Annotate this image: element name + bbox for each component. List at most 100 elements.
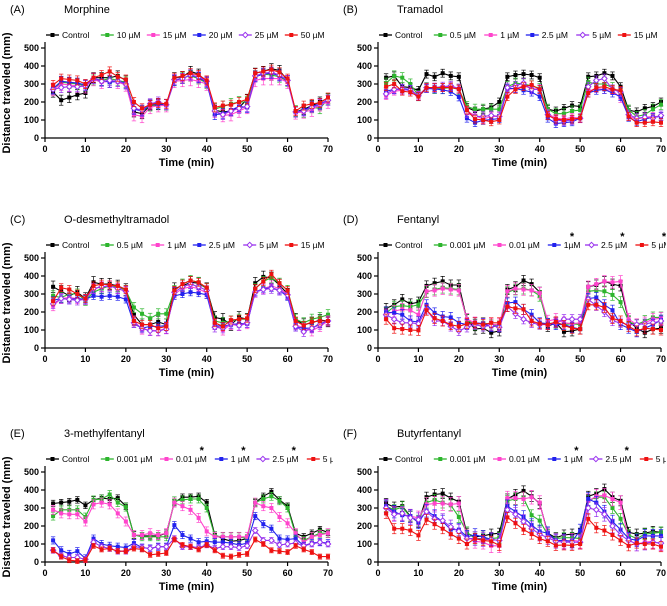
data-point [261, 542, 266, 546]
legend-item: 15 µM [146, 30, 187, 40]
data-point [634, 328, 639, 333]
data-point [123, 297, 128, 302]
svg-text:5 µM: 5 µM [651, 240, 666, 250]
data-point [277, 515, 282, 519]
data-point [586, 302, 591, 307]
data-point [326, 531, 330, 536]
svg-text:100: 100 [24, 539, 39, 549]
data-point [545, 107, 550, 112]
legend-item: Control [46, 454, 90, 464]
data-point [131, 100, 136, 104]
legend-item: 0.001 µM [433, 454, 485, 464]
data-point [432, 310, 437, 315]
data-point [293, 536, 298, 541]
data-point [188, 278, 193, 283]
data-point [180, 533, 185, 537]
data-point [594, 288, 599, 293]
data-point [584, 296, 592, 303]
data-point [659, 328, 663, 332]
svg-text:2.5 µM: 2.5 µM [542, 30, 568, 40]
data-point [406, 319, 414, 327]
data-point [384, 511, 389, 516]
data-point [131, 541, 136, 546]
data-point [594, 282, 599, 287]
chart-odesmethyltramadol: 0 100 200 300 400 500 0 10 20 30 40 50 60 70 Time (min… [1, 240, 333, 379]
data-point [51, 293, 56, 298]
data-point [180, 504, 185, 509]
legend-item: 5 µM [243, 240, 278, 250]
data-point [131, 546, 136, 551]
chart-morphine: 0 100 200 300 400 500 0 10 20 30 40 50 60 70 Time (min… [1, 30, 333, 169]
data-point [301, 323, 306, 328]
data-point [513, 286, 518, 291]
data-point [204, 542, 209, 547]
data-point [408, 90, 413, 95]
data-point [148, 531, 153, 536]
data-point [99, 73, 104, 77]
data-point [634, 120, 639, 125]
data-point [521, 488, 526, 493]
data-point [285, 537, 290, 542]
data-point [456, 87, 461, 92]
data-point [489, 107, 494, 112]
panel-letter: (C) [10, 214, 26, 226]
data-point [456, 288, 461, 293]
data-point [293, 319, 298, 323]
data-point [537, 87, 542, 92]
x-axis-label: Time (min) [159, 367, 215, 379]
data-point [324, 540, 332, 548]
data-point [316, 538, 324, 546]
data-point [408, 528, 413, 533]
data-point [107, 293, 112, 298]
data-point [83, 82, 88, 86]
significance-asterisk: * [241, 445, 246, 457]
significance-asterisk: * [292, 445, 297, 457]
data-point [212, 548, 217, 553]
data-point [67, 551, 72, 556]
data-point [513, 87, 518, 92]
data-point [308, 324, 316, 332]
legend-item: 0.001 µM [433, 240, 485, 250]
data-point [107, 69, 112, 74]
panel-header: (F) Butyrfentanyl [333, 426, 666, 442]
svg-text:5 µM: 5 µM [259, 240, 278, 250]
data-point [51, 501, 56, 506]
data-point [67, 287, 72, 292]
data-point [156, 533, 161, 537]
data-point [107, 492, 112, 497]
data-point [463, 535, 471, 542]
data-point [253, 537, 258, 542]
data-point [521, 287, 526, 292]
data-point [51, 507, 56, 512]
svg-text:50 µM: 50 µM [301, 30, 325, 40]
significance-asterisk: * [200, 445, 205, 457]
data-point [148, 322, 153, 327]
data-point [626, 543, 631, 548]
svg-text:0: 0 [34, 343, 39, 353]
data-point [196, 547, 201, 552]
data-point [570, 326, 575, 331]
data-point [578, 528, 583, 533]
panel-3methylfentanyl: (E) 3-methylfentanyl 0 100 200 300 400 500 0 10… [0, 426, 333, 594]
data-point [594, 500, 599, 505]
data-point [432, 522, 437, 527]
chart-butyrfentanyl: 0 100 200 300 400 500 0 10 20 30 40 50 60 70 Time (min… [357, 445, 666, 593]
data-point [73, 296, 81, 304]
data-point [196, 291, 201, 296]
data-point [180, 542, 185, 547]
data-point [561, 106, 566, 111]
legend-item: 25 µM [238, 30, 279, 40]
data-point [227, 543, 235, 551]
data-point [107, 283, 112, 287]
data-point [237, 552, 242, 557]
significance-asterisk: * [570, 231, 575, 243]
data-point [140, 106, 145, 111]
data-point [520, 518, 527, 525]
data-point [59, 98, 64, 103]
svg-text:200: 200 [24, 97, 39, 107]
svg-text:0: 0 [42, 568, 47, 578]
svg-text:0.001 µM: 0.001 µM [117, 454, 153, 464]
svg-text:30: 30 [494, 354, 504, 364]
data-point [609, 522, 616, 530]
data-point [220, 534, 225, 539]
